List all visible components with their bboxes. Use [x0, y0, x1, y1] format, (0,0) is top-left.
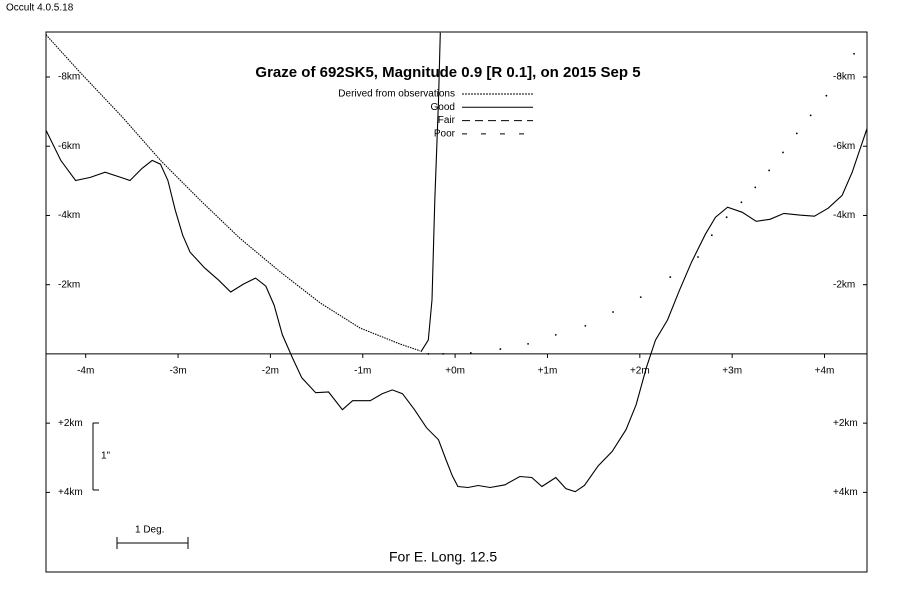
y-tick-label: +4km — [58, 487, 83, 498]
legend-label: Good — [431, 102, 455, 113]
x-tick-label: +4m — [815, 366, 835, 377]
path-dot — [740, 201, 743, 204]
series-line — [45, 128, 868, 493]
y-tick-label: -4km — [58, 210, 80, 221]
path-dot — [469, 351, 472, 354]
path-dot — [853, 52, 855, 55]
y-tick-label-right: -6km — [833, 141, 855, 152]
path-dot — [612, 311, 614, 313]
path-dot — [554, 333, 557, 336]
x-tick-label: +2m — [630, 366, 650, 377]
path-dot — [639, 296, 642, 299]
y-tick-label-right: -2km — [833, 279, 855, 290]
series-line — [45, 34, 421, 352]
y-tick-label-right: -4km — [833, 210, 855, 221]
x-tick-label: +0m — [445, 366, 465, 377]
plot-frame — [45, 31, 868, 573]
app-label: Occult 4.0.5.18 — [6, 3, 74, 14]
legend-label: Poor — [434, 129, 456, 140]
y-tick-label: -2km — [58, 279, 80, 290]
footer: For E. Long. 12.5 — [389, 549, 497, 565]
x-tick-label: +3m — [722, 366, 742, 377]
path-dot — [809, 114, 812, 117]
path-dot — [442, 353, 445, 355]
y-tick-label-right: +2km — [833, 418, 858, 429]
path-dot — [697, 256, 699, 258]
legend-label: Fair — [438, 115, 456, 126]
path-dot — [669, 276, 672, 278]
path-dot — [754, 186, 757, 189]
x-tick-label: -1m — [354, 366, 371, 377]
y-tick-label: +2km — [58, 418, 83, 429]
path-dot — [725, 216, 728, 219]
path-dot — [782, 151, 784, 154]
legend-label: Derived from observations — [338, 89, 455, 100]
path-dot — [427, 353, 430, 355]
path-dot — [839, 74, 842, 77]
x-tick-label: -3m — [169, 366, 186, 377]
path-dot — [527, 342, 529, 345]
path-dot — [584, 324, 587, 327]
path-dot — [795, 132, 798, 135]
y-tick-label: -6km — [58, 141, 80, 152]
vertical-scale-label: 1" — [101, 451, 111, 462]
path-dot — [499, 348, 502, 350]
x-tick-label: -4m — [77, 366, 94, 377]
path-dot — [825, 94, 828, 97]
series-line — [420, 32, 441, 353]
y-tick-label: -8km — [58, 72, 80, 83]
x-tick-label: -2m — [262, 366, 279, 377]
y-tick-label-right: +4km — [833, 487, 858, 498]
chart-title: Graze of 692SK5, Magnitude 0.9 [R 0.1], … — [255, 64, 640, 81]
path-dot — [768, 169, 771, 172]
x-tick-label: +1m — [538, 366, 558, 377]
y-tick-label-right: -8km — [833, 72, 855, 83]
path-dot — [710, 234, 713, 237]
horizontal-scale-label: 1 Deg. — [135, 525, 164, 536]
